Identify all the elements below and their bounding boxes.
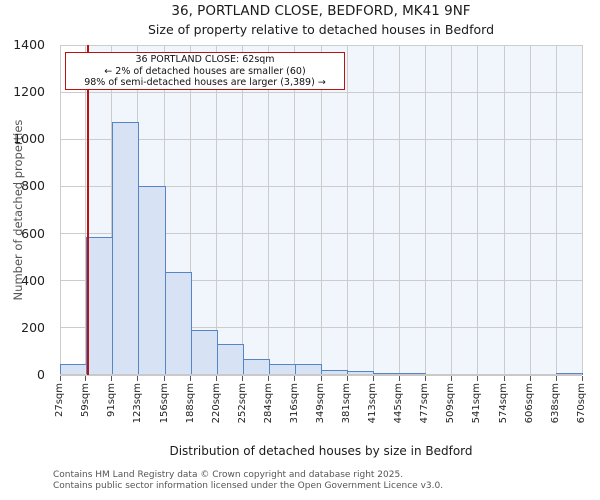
x-axis-tick-mark xyxy=(268,376,270,381)
horizontal-gridline xyxy=(60,138,582,140)
y-axis-tick-label: 1400 xyxy=(13,37,45,52)
x-axis-tick-label: 27sqm xyxy=(54,383,65,418)
x-axis-tick-mark xyxy=(294,376,296,381)
vertical-gridline xyxy=(581,45,583,375)
vertical-gridline xyxy=(346,45,348,375)
x-axis-tick-mark xyxy=(320,376,322,381)
y-axis-tick-label: 1000 xyxy=(13,131,45,147)
x-axis-tick-label: 59sqm xyxy=(79,383,91,418)
y-axis-tick-label: 200 xyxy=(21,319,45,335)
vertical-gridline xyxy=(476,45,478,375)
histogram-bar xyxy=(164,272,192,375)
x-axis-tick-label: 91sqm xyxy=(105,383,117,418)
x-axis-tick-label: 123sqm xyxy=(131,383,143,424)
horizontal-gridline xyxy=(60,327,582,329)
x-axis-tick-label: 284sqm xyxy=(262,383,274,424)
x-axis-tick-label: 220sqm xyxy=(210,383,222,424)
x-axis-tick-label: 413sqm xyxy=(367,383,379,424)
x-axis-tick-label: 445sqm xyxy=(393,383,405,424)
x-axis-tick-label: 188sqm xyxy=(184,383,196,424)
histogram-bar xyxy=(85,237,113,375)
annotation-box: 36 PORTLAND CLOSE: 62sqm ← 2% of detache… xyxy=(65,52,345,90)
x-axis-tick-mark xyxy=(216,376,218,381)
y-axis-tick-label: 400 xyxy=(21,272,45,288)
y-axis-tick-label: 600 xyxy=(21,225,45,241)
vertical-gridline xyxy=(503,45,505,375)
horizontal-gridline xyxy=(60,233,582,235)
y-axis-tick-label: 800 xyxy=(21,178,45,194)
vertical-gridline xyxy=(242,45,244,375)
x-axis-tick-label: 156sqm xyxy=(158,383,170,424)
x-axis-tick-mark xyxy=(503,376,505,381)
property-size-marker-line xyxy=(87,45,90,375)
x-axis-tick-mark xyxy=(372,376,374,381)
x-axis-tick-mark xyxy=(59,376,61,381)
vertical-gridline xyxy=(85,45,87,375)
vertical-gridline xyxy=(450,45,452,375)
vertical-gridline xyxy=(268,45,270,375)
x-axis-tick-mark xyxy=(529,376,531,381)
annotation-smaller-stat: ← 2% of detached houses are smaller (60) xyxy=(104,65,306,77)
horizontal-gridline xyxy=(60,185,582,187)
histogram-bar xyxy=(137,186,166,375)
y-axis-tick-label: 1200 xyxy=(13,84,45,100)
vertical-gridline xyxy=(424,45,426,375)
x-axis-tick-label: 477sqm xyxy=(419,383,431,424)
x-axis-tick-mark xyxy=(164,376,166,381)
vertical-gridline xyxy=(320,45,322,375)
histogram-bar xyxy=(111,121,139,375)
x-axis-line xyxy=(60,374,582,376)
x-axis-tick-label: 381sqm xyxy=(341,383,353,424)
vertical-gridline xyxy=(398,45,400,375)
annotation-property-label: 36 PORTLAND CLOSE: 62sqm xyxy=(135,54,275,65)
vertical-gridline xyxy=(555,45,557,375)
histogram-bar xyxy=(294,364,323,375)
footer-attribution: Contains HM Land Registry data © Crown c… xyxy=(53,470,443,491)
x-axis-tick-mark xyxy=(242,376,244,381)
chart-title: 36, PORTLAND CLOSE, BEDFORD, MK41 9NF xyxy=(171,3,471,19)
x-axis-tick-label: 574sqm xyxy=(498,383,510,424)
x-axis-tick-mark xyxy=(137,376,139,381)
vertical-gridline xyxy=(372,45,374,375)
x-axis-tick-mark xyxy=(450,376,452,381)
x-axis-tick-mark xyxy=(111,376,113,381)
horizontal-gridline xyxy=(60,44,582,46)
x-axis-title: Distribution of detached houses by size … xyxy=(169,444,473,458)
vertical-gridline xyxy=(529,45,531,375)
x-axis-tick-label: 509sqm xyxy=(445,383,457,424)
y-axis-tick-label: 0 xyxy=(37,367,45,382)
x-axis-tick-mark xyxy=(476,376,478,381)
x-axis-tick-mark xyxy=(555,376,557,381)
x-axis-tick-label: 252sqm xyxy=(236,383,248,424)
x-axis-tick-mark xyxy=(581,376,583,381)
vertical-gridline xyxy=(294,45,296,375)
x-axis-tick-mark xyxy=(346,376,348,381)
x-axis-tick-label: 541sqm xyxy=(471,383,483,424)
footer-line-open-government-licence: Contains public sector information licen… xyxy=(53,480,444,491)
plot-area: 36 PORTLAND CLOSE: 62sqm ← 2% of detache… xyxy=(59,44,583,376)
x-axis-tick-mark xyxy=(85,376,87,381)
x-axis-tick-label: 316sqm xyxy=(288,383,300,424)
x-axis-tick-mark xyxy=(398,376,400,381)
vertical-gridline xyxy=(190,45,192,375)
x-axis-tick-label: 670sqm xyxy=(576,383,587,424)
footer-line-hm-land-registry: Contains HM Land Registry data © Crown c… xyxy=(53,470,404,480)
horizontal-gridline xyxy=(60,280,582,282)
x-axis-tick-mark xyxy=(190,376,192,381)
x-axis-tick-label: 606sqm xyxy=(524,383,536,424)
annotation-larger-stat: 98% of semi-detached houses are larger (… xyxy=(84,77,326,88)
x-axis-tick-label: 638sqm xyxy=(550,383,562,424)
x-axis-tick-label: 349sqm xyxy=(315,383,327,424)
histogram-bar xyxy=(190,330,218,375)
vertical-gridline xyxy=(59,45,61,375)
x-axis-tick-mark xyxy=(424,376,426,381)
vertical-gridline xyxy=(216,45,218,375)
histogram-bar xyxy=(216,344,244,375)
horizontal-gridline xyxy=(60,91,582,93)
chart-subtitle: Size of property relative to detached ho… xyxy=(147,22,494,37)
histogram-bar xyxy=(242,358,270,375)
